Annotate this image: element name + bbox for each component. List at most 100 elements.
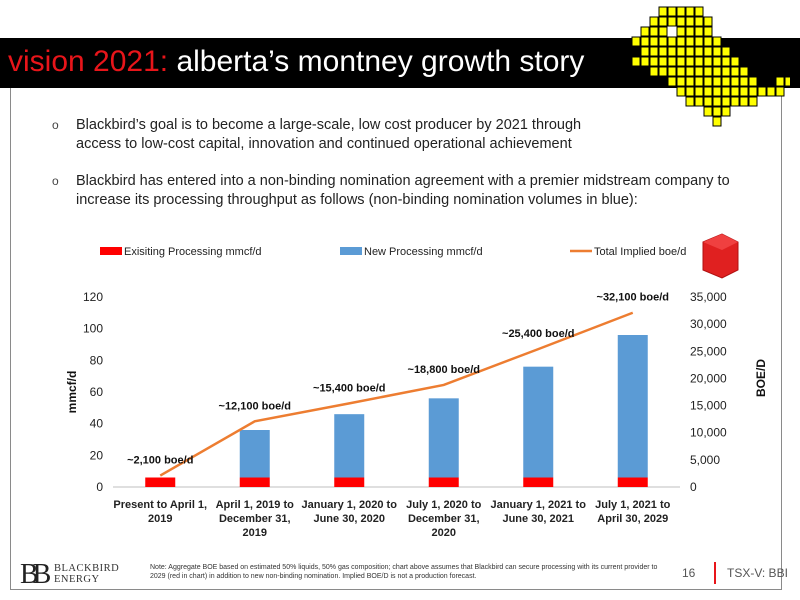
deco-pixel <box>721 86 731 97</box>
bullet-marker: o <box>52 118 59 132</box>
deco-pixel <box>640 26 650 37</box>
y2-tick-label: 15,000 <box>690 399 727 413</box>
deco-pixel <box>640 56 650 67</box>
deco-pixel <box>649 16 659 27</box>
deco-pixel <box>658 66 668 77</box>
deco-pixel <box>730 96 740 107</box>
y-tick-label: 60 <box>90 385 104 399</box>
bar-1-3 <box>428 398 459 478</box>
deco-pixel <box>721 46 731 57</box>
category-label-3: July 1, 2020 to <box>406 499 481 511</box>
logo-line-1: BLACKBIRD <box>54 563 120 574</box>
deco-pixel <box>748 76 758 87</box>
deco-pixel <box>721 76 731 87</box>
deco-pixel <box>658 36 668 47</box>
blackbird-logo: BB BLACKBIRD ENERGY <box>20 560 140 590</box>
deco-pixel <box>703 26 713 37</box>
deco-pixel <box>712 36 722 47</box>
deco-pixel <box>640 36 650 47</box>
deco-pixel <box>631 56 641 67</box>
legend-label-2: Total Implied boe/d <box>594 246 686 258</box>
title-main: alberta’s montney growth story <box>176 45 585 78</box>
bullet-1: o Blackbird’s goal is to become a large-… <box>52 116 582 154</box>
y-axis-title: mmcf/d <box>65 371 79 414</box>
deco-pixel <box>694 86 704 97</box>
category-label-3: 2020 <box>432 527 456 539</box>
data-label-2: ~15,400 boe/d <box>313 382 385 394</box>
bullet-2: o Blackbird has entered into a non-bindi… <box>52 172 730 210</box>
y-tick-label: 100 <box>83 322 103 336</box>
deco-pixel <box>775 86 785 97</box>
data-label-1: ~12,100 boe/d <box>219 400 291 412</box>
bullet-1-line-2: access to low-cost capital, innovation a… <box>76 136 572 152</box>
deco-pixel <box>658 56 668 67</box>
deco-pixel <box>694 26 704 37</box>
deco-pixel <box>730 86 740 97</box>
y2-tick-label: 10,000 <box>690 426 727 440</box>
deco-pixel <box>784 76 790 87</box>
deco-pixel <box>703 86 713 97</box>
deco-pixel <box>721 66 731 77</box>
slide-frame <box>10 88 782 590</box>
deco-pixel <box>766 86 776 97</box>
deco-pixel <box>694 66 704 77</box>
y2-tick-label: 20,000 <box>690 371 727 385</box>
y2-axis-title: BOE/D <box>754 359 768 397</box>
deco-pixel <box>649 26 659 37</box>
deco-pixel <box>685 56 695 67</box>
deco-pixel <box>694 96 704 107</box>
category-label-2: June 30, 2020 <box>313 513 385 525</box>
deco-pixel <box>676 56 686 67</box>
legend-label-0: Exisiting Processing mmcf/d <box>124 246 262 258</box>
deco-pixel <box>739 96 749 107</box>
data-label-0: ~2,100 boe/d <box>127 455 193 467</box>
bullet-1-line-1: Blackbird’s goal is to become a large-sc… <box>76 117 582 133</box>
logo-mark: BB <box>20 559 51 590</box>
bar-0-3 <box>428 477 459 487</box>
data-label-5: ~32,100 boe/d <box>597 292 669 304</box>
deco-pixel <box>712 46 722 57</box>
deco-pixel <box>676 46 686 57</box>
category-label-0: 2019 <box>148 513 172 525</box>
category-label-5: April 30, 2029 <box>597 513 668 525</box>
footnote: Note: Aggregate BOE based on estimated 5… <box>150 564 658 580</box>
legend-cube-top <box>703 234 738 250</box>
bar-1-5 <box>617 335 648 478</box>
deco-pixel <box>685 6 695 17</box>
deco-pixel <box>685 96 695 107</box>
deco-pixel <box>658 16 668 27</box>
category-label-1: December 31, <box>219 513 291 525</box>
deco-pixel <box>703 96 713 107</box>
deco-pixel <box>712 116 722 127</box>
deco-pixel <box>730 76 740 87</box>
deco-pixel <box>703 46 713 57</box>
deco-pixel <box>676 36 686 47</box>
category-label-1: 2019 <box>243 527 267 539</box>
deco-pixel <box>649 46 659 57</box>
category-label-0: Present to April 1, <box>113 499 207 511</box>
deco-pixel <box>676 26 686 37</box>
deco-pixel <box>703 56 713 67</box>
deco-pixel <box>685 86 695 97</box>
deco-pixel <box>685 16 695 27</box>
deco-pixel <box>694 36 704 47</box>
deco-pixel <box>703 66 713 77</box>
deco-pixel <box>775 76 785 87</box>
deco-pixel <box>685 66 695 77</box>
deco-pixel <box>748 86 758 97</box>
category-label-4: June 30, 2021 <box>502 513 574 525</box>
data-label-4: ~25,400 boe/d <box>502 328 574 340</box>
deco-pixel <box>721 56 731 67</box>
y-tick-label: 20 <box>90 448 104 462</box>
category-label-2: January 1, 2020 to <box>302 499 398 511</box>
deco-pixel <box>694 56 704 67</box>
deco-pixel <box>676 16 686 27</box>
deco-pixel <box>649 56 659 67</box>
category-label-3: December 31, <box>408 513 480 525</box>
category-label-5: July 1, 2021 to <box>595 499 670 511</box>
category-label-1: April 1, 2019 to <box>216 499 295 511</box>
logo-line-2: ENERGY <box>54 574 100 585</box>
processing-chart: Exisiting Processing mmcf/d New Processin… <box>65 233 768 539</box>
deco-pixel <box>739 66 749 77</box>
deco-pixel <box>667 76 677 87</box>
